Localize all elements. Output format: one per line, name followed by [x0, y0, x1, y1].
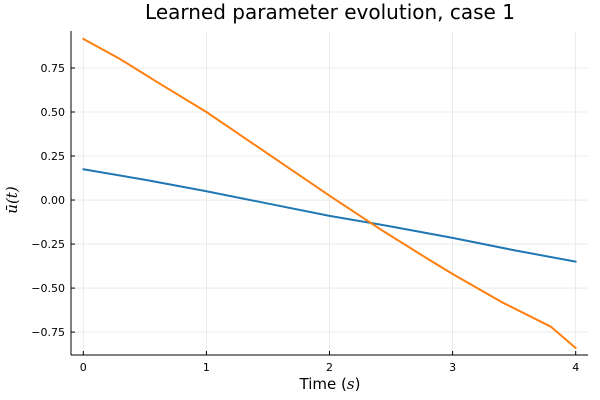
x-tick-label-1: 1 — [203, 361, 210, 374]
x-axis-label-text: Time ( — [299, 375, 347, 393]
y-tick-label-2: −0.25 — [31, 238, 65, 251]
x-tick-label-4: 4 — [572, 361, 579, 374]
x-tick-label-2: 2 — [326, 361, 333, 374]
x-tick-label-0: 0 — [80, 361, 87, 374]
series-line-2 — [82, 37, 577, 349]
x-tick-label-3: 3 — [449, 361, 456, 374]
x-axis-label: Time (s) — [299, 375, 361, 393]
y-axis-label: ū(t) — [3, 186, 21, 214]
x-axis-label-unit: s — [347, 375, 355, 393]
y-tick-label-6: 0.75 — [41, 62, 66, 75]
series-line-1 — [82, 168, 577, 263]
tick-labels: 0 1 2 3 4 −0.75 −0.50 −0.25 0.00 0.25 0.50 0.75 — [31, 62, 579, 374]
y-tick-label-1: −0.50 — [31, 282, 65, 295]
y-tick-label-4: 0.25 — [41, 150, 66, 163]
chart-title: Learned parameter evolution, case 1 — [145, 0, 515, 24]
series — [82, 37, 577, 349]
y-tick-label-0: −0.75 — [31, 326, 65, 339]
x-axis-label-close: ) — [355, 375, 361, 393]
axes — [70, 31, 588, 356]
grid — [71, 31, 588, 355]
y-tick-label-3: 0.00 — [41, 194, 66, 207]
y-tick-label-5: 0.50 — [41, 106, 66, 119]
